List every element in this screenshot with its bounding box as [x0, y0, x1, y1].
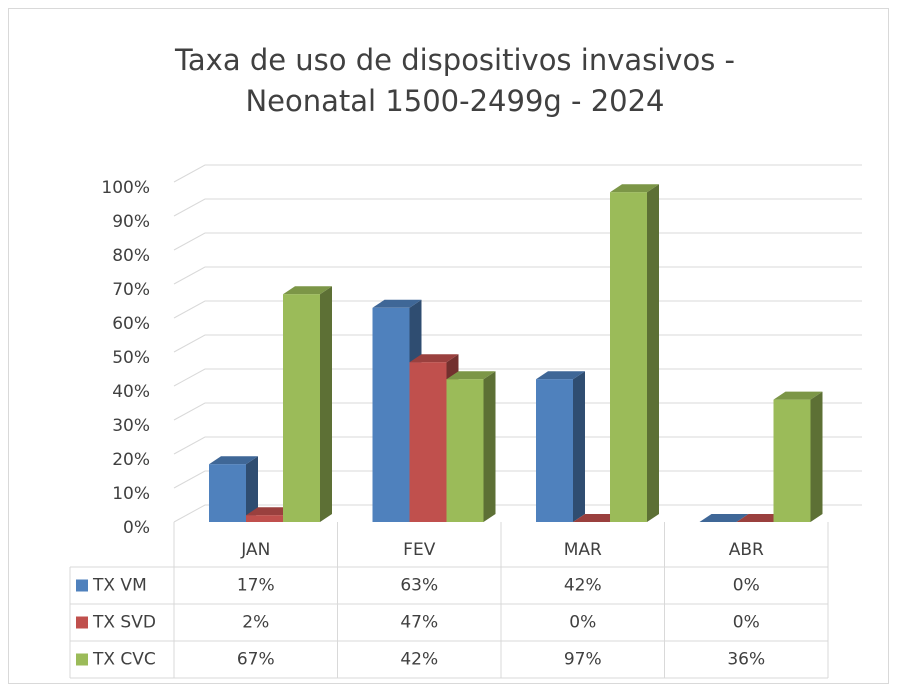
bar-top [573, 514, 622, 522]
bar [446, 379, 484, 522]
y-tick-label: 0% [123, 518, 150, 538]
table-value: 0% [569, 613, 596, 633]
bar-side [647, 184, 659, 522]
bar-top [283, 286, 332, 295]
y-tick-label: 70% [112, 280, 150, 300]
bar-side [483, 371, 496, 522]
bar [283, 294, 320, 522]
table-value: 2% [242, 613, 269, 633]
bar [209, 464, 246, 522]
chart-border [8, 8, 889, 684]
y-tick-label: 90% [112, 212, 150, 232]
legend-label: TX CVC [92, 650, 156, 670]
bar-side [810, 391, 823, 522]
bar-top [536, 371, 585, 380]
y-tick-label: 20% [112, 450, 150, 470]
legend-key [76, 616, 88, 629]
bar-top [372, 299, 422, 308]
bar [372, 307, 410, 522]
y-tick-label: 10% [112, 484, 150, 504]
chart-title: Taxa de uso de dispositivos invasivos - [174, 43, 735, 77]
bar [409, 362, 447, 522]
bar-side [573, 371, 585, 522]
table-value: 0% [733, 576, 760, 596]
bar-side [320, 286, 332, 522]
x-tick-label: MAR [564, 540, 602, 560]
bar [610, 192, 647, 522]
bar-top [446, 371, 496, 380]
bar-top [699, 514, 749, 522]
table-value: 97% [564, 650, 602, 670]
table-value: 42% [564, 576, 602, 596]
x-tick-label: JAN [240, 540, 270, 560]
y-tick-label: 100% [101, 178, 150, 198]
table-value: 42% [400, 650, 438, 670]
bar-top [246, 507, 295, 516]
y-tick-label: 50% [112, 348, 150, 368]
y-tick-label: 60% [112, 314, 150, 334]
x-tick-label: FEV [403, 540, 436, 560]
x-tick-label: ABR [729, 540, 764, 560]
legend-label: TX VM [92, 576, 147, 596]
table-value: 67% [237, 650, 275, 670]
bar [773, 399, 811, 522]
bar-top [610, 184, 659, 193]
bar [536, 379, 573, 522]
bar-top [736, 514, 786, 522]
table-value: 63% [400, 576, 438, 596]
legend-label: TX SVD [92, 613, 156, 633]
table-value: 47% [400, 613, 438, 633]
bar-top [409, 354, 459, 363]
y-tick-label: 30% [112, 416, 150, 436]
bar-top [773, 391, 823, 400]
grid-line [173, 164, 862, 183]
y-tick-label: 40% [112, 382, 150, 402]
table-value: 17% [237, 576, 275, 596]
bar [246, 515, 283, 522]
table-value: 36% [727, 650, 765, 670]
legend-key [76, 653, 88, 666]
legend-key [76, 579, 88, 592]
y-tick-label: 80% [112, 246, 150, 266]
table-value: 0% [733, 613, 760, 633]
bar-top [209, 456, 258, 465]
chart-title: Neonatal 1500-2499g - 2024 [245, 84, 664, 118]
bar-side [246, 456, 258, 522]
